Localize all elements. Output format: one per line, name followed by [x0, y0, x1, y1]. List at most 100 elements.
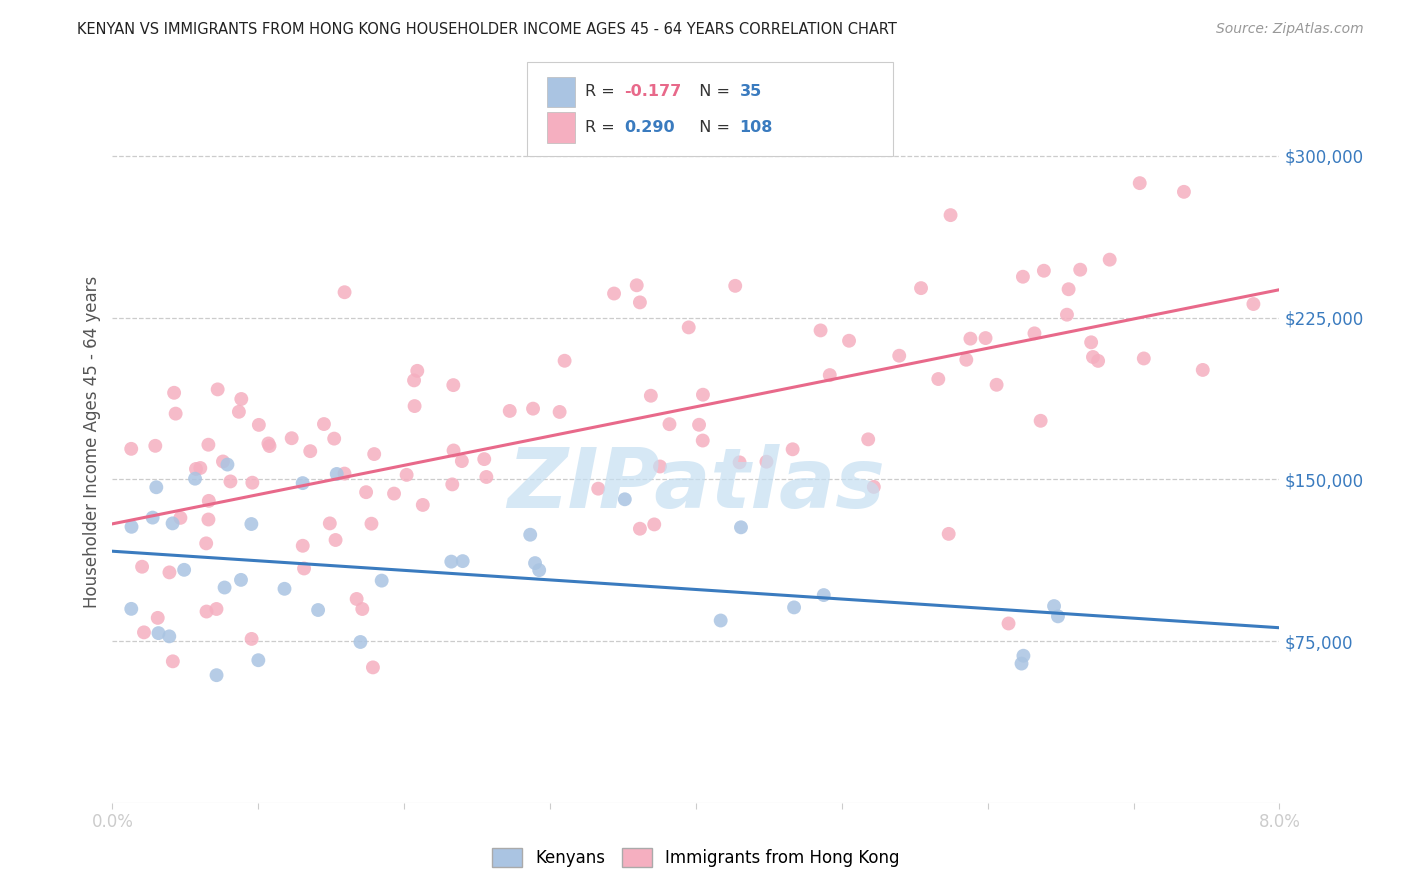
Point: [1241, 297, 1264, 311]
Point: [997, 616, 1019, 631]
Point: [307, 603, 329, 617]
Point: [132, 625, 155, 640]
Point: [678, 320, 700, 334]
Point: [361, 660, 384, 674]
Point: [169, 511, 191, 525]
Point: [522, 401, 544, 416]
Point: [412, 498, 434, 512]
Point: [1046, 609, 1069, 624]
Legend: Kenyans, Immigrants from Hong Kong: Kenyans, Immigrants from Hong Kong: [485, 841, 907, 874]
Point: [162, 516, 184, 531]
Point: [441, 378, 464, 392]
Point: [1012, 648, 1035, 663]
Point: [554, 353, 576, 368]
Point: [927, 372, 949, 386]
Point: [349, 635, 371, 649]
Point: [195, 605, 218, 619]
Point: [257, 436, 280, 450]
Point: [724, 278, 747, 293]
Point: [475, 470, 498, 484]
Point: [229, 573, 252, 587]
Point: [603, 286, 626, 301]
Point: [219, 475, 242, 489]
Point: [443, 443, 465, 458]
Point: [173, 563, 195, 577]
Point: [312, 417, 335, 431]
Point: [586, 482, 609, 496]
Point: [197, 438, 219, 452]
Point: [247, 417, 270, 432]
Point: [974, 331, 997, 345]
Point: [402, 373, 425, 387]
Point: [1087, 354, 1109, 368]
Text: N =: N =: [689, 85, 735, 99]
Point: [688, 417, 710, 432]
Point: [382, 486, 405, 500]
Point: [146, 611, 169, 625]
Point: [121, 520, 143, 534]
Point: [291, 476, 314, 491]
Point: [299, 444, 322, 458]
Point: [370, 574, 392, 588]
Text: KENYAN VS IMMIGRANTS FROM HONG KONG HOUSEHOLDER INCOME AGES 45 - 64 YEARS CORREL: KENYAN VS IMMIGRANTS FROM HONG KONG HOUS…: [77, 22, 897, 37]
Point: [165, 407, 187, 421]
Point: [352, 602, 374, 616]
Point: [838, 334, 860, 348]
Point: [184, 462, 207, 476]
Text: -0.177: -0.177: [624, 85, 682, 99]
Point: [862, 480, 884, 494]
Point: [1069, 262, 1091, 277]
Point: [472, 452, 495, 467]
Point: [197, 512, 219, 526]
Point: [247, 653, 270, 667]
Point: [1081, 350, 1104, 364]
Point: [404, 399, 426, 413]
Point: [406, 364, 429, 378]
Point: [163, 385, 186, 400]
Point: [955, 352, 977, 367]
Point: [938, 527, 960, 541]
Point: [333, 467, 356, 481]
Point: [648, 459, 671, 474]
Point: [207, 383, 229, 397]
Point: [810, 323, 832, 337]
Point: [640, 389, 662, 403]
Text: 35: 35: [740, 85, 762, 99]
Point: [813, 588, 835, 602]
Point: [131, 559, 153, 574]
Point: [1173, 185, 1195, 199]
Point: [240, 475, 263, 490]
Point: [231, 392, 253, 406]
Point: [1024, 326, 1046, 341]
Point: [1191, 363, 1213, 377]
Point: [142, 510, 165, 524]
Point: [259, 439, 281, 453]
Point: [628, 295, 651, 310]
Point: [986, 377, 1008, 392]
Y-axis label: Householder Income Ages 45 - 64 years: Householder Income Ages 45 - 64 years: [83, 276, 101, 607]
Point: [548, 405, 571, 419]
Point: [959, 332, 981, 346]
Text: 0.290: 0.290: [624, 120, 675, 135]
Point: [354, 485, 377, 500]
Point: [1056, 308, 1078, 322]
Point: [730, 520, 752, 534]
Point: [325, 467, 347, 481]
Point: [692, 434, 714, 448]
Point: [291, 539, 314, 553]
Point: [1080, 335, 1102, 350]
Point: [240, 516, 263, 531]
Point: [939, 208, 962, 222]
Point: [440, 555, 463, 569]
Point: [1032, 264, 1054, 278]
Point: [325, 533, 347, 547]
Point: [499, 404, 522, 418]
Point: [395, 467, 418, 482]
Point: [782, 442, 804, 457]
Point: [205, 668, 228, 682]
Point: [613, 492, 636, 507]
Point: [1057, 282, 1080, 296]
Point: [217, 458, 239, 472]
Point: [292, 561, 315, 575]
Point: [319, 516, 342, 531]
